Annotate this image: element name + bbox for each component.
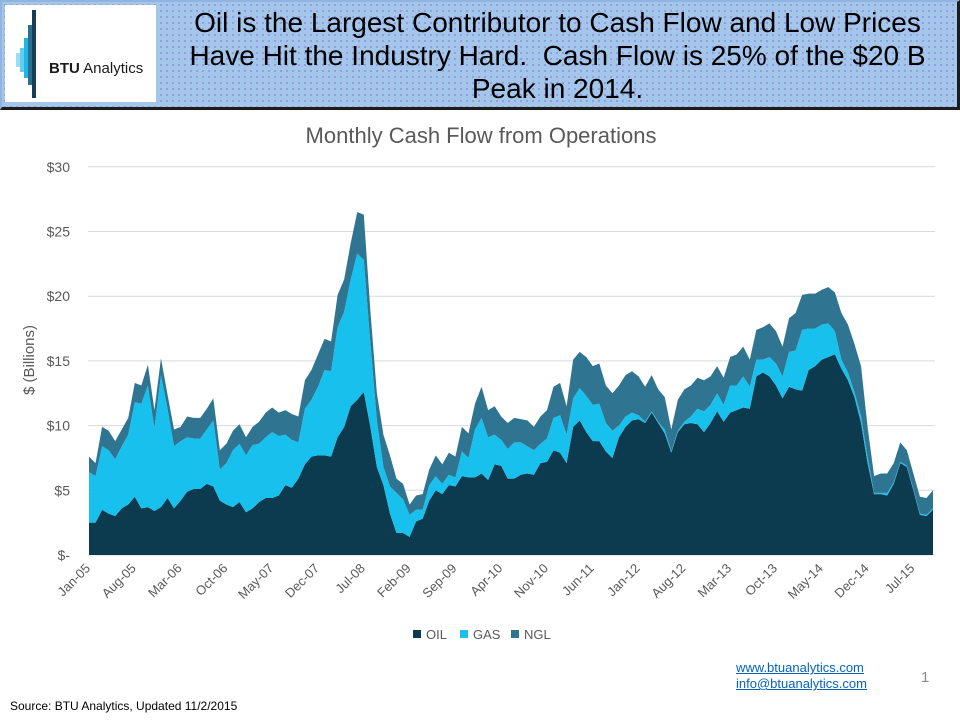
- x-tick-label: Jul-08: [332, 561, 368, 597]
- logo-brand-bold: BTU: [49, 60, 80, 77]
- header-banner: BTU Analytics Oil is the Largest Contrib…: [0, 0, 960, 110]
- x-axis-ticks: Jan-05 Aug-05 Mar-06 Oct-06 May-07 Dec-07 Jul-…: [54, 561, 917, 602]
- stacked-areas: [89, 212, 933, 555]
- x-tick-label: Sep-09: [419, 561, 459, 601]
- logo-bar: [16, 53, 20, 67]
- x-tick-label: Nov-10: [511, 561, 551, 601]
- x-tick-label: Dec-07: [282, 561, 322, 601]
- x-tick-label: Feb-09: [374, 561, 414, 601]
- x-tick-label: Aug-12: [648, 561, 688, 601]
- x-tick-label: Mar-06: [145, 561, 185, 601]
- logo-bar: [20, 48, 24, 72]
- x-tick-label: Mar-13: [695, 561, 735, 601]
- legend-swatch-oil: [413, 630, 421, 638]
- legend-label-gas: GAS: [473, 627, 501, 642]
- page-number: 1: [921, 669, 930, 686]
- area-oil: [89, 354, 933, 555]
- source-note: Source: BTU Analytics, Updated 11/2/2015: [10, 699, 238, 713]
- y-tick-label: $10: [47, 418, 71, 434]
- legend-item-gas: GAS: [460, 627, 501, 642]
- legend-item-ngl: NGL: [511, 627, 551, 642]
- legend-swatch-ngl: [511, 630, 519, 638]
- legend-label-ngl: NGL: [524, 627, 551, 642]
- email-link[interactable]: info@btuanalytics.com: [736, 676, 867, 691]
- legend-swatch-gas: [460, 630, 468, 638]
- x-tick-label: Aug-05: [99, 561, 139, 601]
- area-gas: [89, 253, 933, 537]
- logo-bar: [32, 10, 36, 98]
- x-tick-label: Oct-06: [192, 561, 230, 599]
- x-tick-label: Apr-10: [467, 561, 505, 599]
- x-tick-label: Jan-12: [604, 561, 643, 600]
- y-tick-label: $30: [47, 159, 71, 175]
- y-axis-title: $ (Billions): [21, 325, 38, 395]
- btu-logo: BTU Analytics: [5, 5, 156, 102]
- x-tick-label: May-14: [785, 561, 826, 602]
- y-tick-label: $20: [47, 288, 71, 304]
- slide-title-line: Peak in 2014.: [471, 73, 644, 104]
- y-tick-label: $-: [58, 547, 71, 563]
- slide-title-line: Oil is the Largest Contributor to Cash F…: [194, 7, 921, 38]
- y-tick-label: $15: [47, 353, 71, 369]
- x-tick-label: Jun-11: [559, 561, 597, 599]
- slide-title-line: Have Hit the Industry Hard. Cash Flow is…: [189, 40, 926, 71]
- y-axis-ticks: $- $5 $10 $15 $20 $25 $30: [47, 159, 71, 563]
- x-tick-label: May-07: [235, 561, 276, 602]
- y-tick-label: $25: [47, 224, 71, 240]
- logo-brand-rest: Analytics: [79, 60, 144, 77]
- logo-bar: [28, 25, 32, 85]
- cash-flow-chart: Monthly Cash Flow from Operations $- $5 $1…: [21, 123, 935, 642]
- legend-label-oil: OIL: [426, 627, 447, 642]
- x-tick-label: Dec-14: [831, 561, 871, 601]
- x-tick-label: Oct-13: [742, 561, 780, 599]
- x-tick-label: Jul-15: [882, 561, 918, 597]
- website-link[interactable]: www.btuanalytics.com: [736, 660, 864, 675]
- logo-wordmark: BTU Analytics: [49, 60, 143, 78]
- slide-title: Oil is the Largest Contributor to Cash F…: [160, 6, 955, 105]
- chart-title: Monthly Cash Flow from Operations: [306, 123, 657, 148]
- legend: OIL GAS NGL: [413, 627, 551, 642]
- legend-item-oil: OIL: [413, 627, 447, 642]
- x-tick-label: Jan-05: [54, 561, 93, 600]
- logo-bar: [24, 38, 28, 78]
- y-tick-label: $5: [54, 482, 70, 498]
